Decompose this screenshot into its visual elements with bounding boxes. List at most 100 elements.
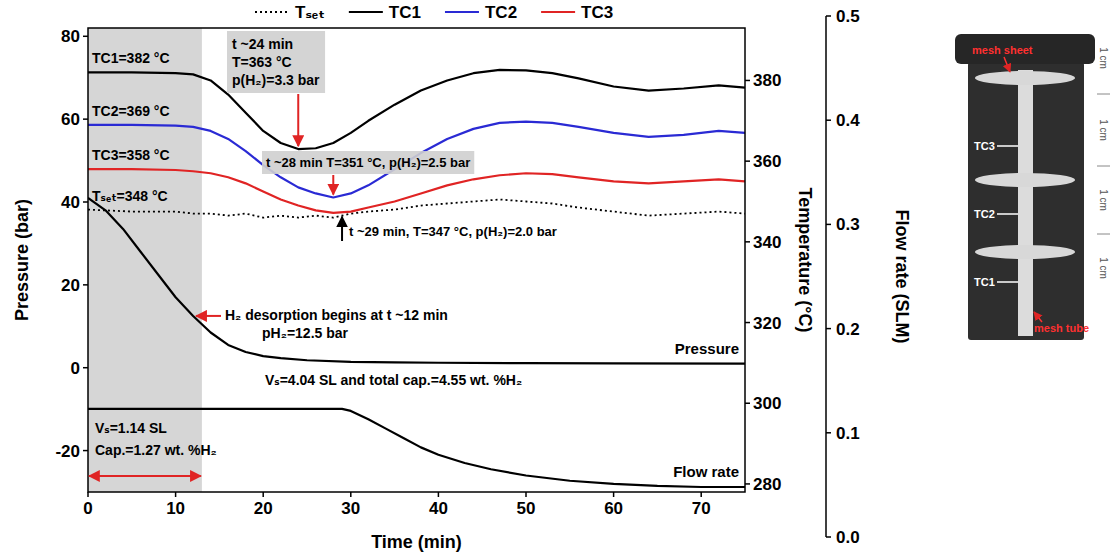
inset-leader xyxy=(997,213,1018,215)
legend-label: TC3 xyxy=(581,3,613,22)
y2-axis-title: Temperature (°C) xyxy=(795,188,815,333)
y-tick xyxy=(83,367,88,369)
scale-divider xyxy=(1097,166,1110,167)
y2-tick-label: 380 xyxy=(753,71,781,90)
y-axis-title: Pressure (bar) xyxy=(12,199,32,321)
y-tick xyxy=(83,201,88,203)
y2-tick xyxy=(745,160,750,162)
mesh-sheet-disc xyxy=(975,173,1075,187)
annotation-text: p(H₂)=3.3 bar xyxy=(232,72,320,88)
scale-label: 1 cm xyxy=(1098,119,1109,141)
mesh-tube-strip xyxy=(1018,70,1033,336)
series-line xyxy=(88,122,745,198)
y3-tick-label: 0.1 xyxy=(836,424,860,443)
y-tick-label: 60 xyxy=(61,110,80,129)
x-tick-label: 60 xyxy=(604,499,623,518)
y-tick-label: -20 xyxy=(55,442,80,461)
scale-label: 1 cm xyxy=(1098,257,1109,279)
reactor-cap xyxy=(955,34,1095,64)
x-tick xyxy=(525,492,527,497)
annotation-text: Cap.=1.27 wt. %H₂ xyxy=(95,442,217,458)
y3-tick-label: 0.0 xyxy=(836,528,860,547)
y-tick-label: 40 xyxy=(61,193,80,212)
annotation-box xyxy=(227,31,325,93)
series-label: Pressure xyxy=(675,340,739,357)
legend-label: Tₛₑₜ xyxy=(295,3,325,22)
x-tick-label: 50 xyxy=(517,499,536,518)
reactor-body xyxy=(968,62,1084,340)
x-tick xyxy=(438,492,440,497)
inset-label: TC3 xyxy=(974,140,995,152)
annotation-text: Tₛₑₜ=348 °C xyxy=(92,188,168,204)
y3-tick xyxy=(826,328,831,330)
annotation-text: TC3=358 °C xyxy=(92,147,170,163)
scale-label: 1 cm xyxy=(1098,189,1109,211)
x-tick-label: 20 xyxy=(254,499,273,518)
annotation-text: TC2=369 °C xyxy=(92,103,170,119)
y-tick xyxy=(83,118,88,120)
series-line xyxy=(88,198,745,364)
x-tick xyxy=(613,492,615,497)
scale-divider xyxy=(1097,94,1110,95)
series-line xyxy=(88,409,745,487)
shaded-region xyxy=(88,28,202,492)
annotation-text: Vₛ=4.04 SL and total cap.=4.55 wt. %H₂ xyxy=(265,372,522,388)
annotation-box xyxy=(262,151,474,174)
y3-tick-label: 0.4 xyxy=(836,111,860,130)
annotation-arrow xyxy=(89,475,201,477)
y2-tick xyxy=(745,322,750,324)
annotation-text: TC1=382 °C xyxy=(92,50,170,66)
legend-swatch xyxy=(255,11,289,13)
annotation-text: t ~28 min T=351 °C, p(H₂)=2.5 bar xyxy=(266,155,470,170)
mesh-sheet-disc xyxy=(975,245,1075,259)
y3-tick-label: 0.2 xyxy=(836,320,860,339)
annotation-text: T=363 °C xyxy=(232,54,292,70)
x-axis-title: Time (min) xyxy=(371,532,462,552)
y2-tick xyxy=(745,483,750,485)
y-tick-label: 20 xyxy=(61,276,80,295)
y3-axis-title: Flow rate (SLM) xyxy=(892,210,912,344)
y2-tick xyxy=(745,402,750,404)
legend-swatch xyxy=(541,11,575,13)
y3-axis-line xyxy=(825,16,827,537)
legend-swatch xyxy=(349,11,383,13)
y3-tick xyxy=(826,119,831,121)
x-tick-label: 30 xyxy=(341,499,360,518)
y3-tick xyxy=(826,536,831,538)
inset-label: TC2 xyxy=(974,208,995,220)
inset-label: mesh tube xyxy=(1034,322,1089,334)
y2-tick xyxy=(745,241,750,243)
x-tick xyxy=(175,492,177,497)
inset-arrow xyxy=(1004,57,1010,72)
annotation-arrow xyxy=(196,315,221,317)
inset-leader xyxy=(997,281,1018,283)
y3-tick xyxy=(826,432,831,434)
inset-arrow xyxy=(1034,312,1042,322)
plot-area xyxy=(88,28,745,492)
y2-tick-label: 280 xyxy=(753,475,781,494)
x-tick-label: 0 xyxy=(83,499,92,518)
y2-tick xyxy=(745,80,750,82)
series-line xyxy=(88,169,745,213)
mesh-sheet-disc xyxy=(975,71,1075,85)
series-line xyxy=(88,199,745,217)
y3-tick xyxy=(826,224,831,226)
series-label: Flow rate xyxy=(673,463,739,480)
x-tick xyxy=(700,492,702,497)
x-tick-label: 70 xyxy=(692,499,711,518)
inset-label: TC1 xyxy=(974,276,995,288)
legend-label: TC1 xyxy=(389,3,421,22)
x-tick xyxy=(87,492,89,497)
inset-photo: mesh sheet TC3 TC2 TC1 mesh tube 1 cm 1 cm 1 cm… xyxy=(955,34,1110,340)
annotation-text: H₂ desorption begins at t ~12 min xyxy=(225,307,448,323)
y-tick xyxy=(83,284,88,286)
annotation-text: Vₛ=1.14 SL xyxy=(95,420,167,436)
inset-label: mesh sheet xyxy=(972,44,1033,56)
figure: 010203040506070-200204060802803003203403… xyxy=(0,0,1114,559)
annotation-arrow xyxy=(332,175,334,194)
annotation-text: t ~24 min xyxy=(232,36,293,52)
y-tick-label: 80 xyxy=(61,27,80,46)
annotation-text: t ~29 min, T=347 °C, p(H₂)=2.0 bar xyxy=(349,224,557,239)
y2-tick-label: 360 xyxy=(753,152,781,171)
y-tick xyxy=(83,36,88,38)
